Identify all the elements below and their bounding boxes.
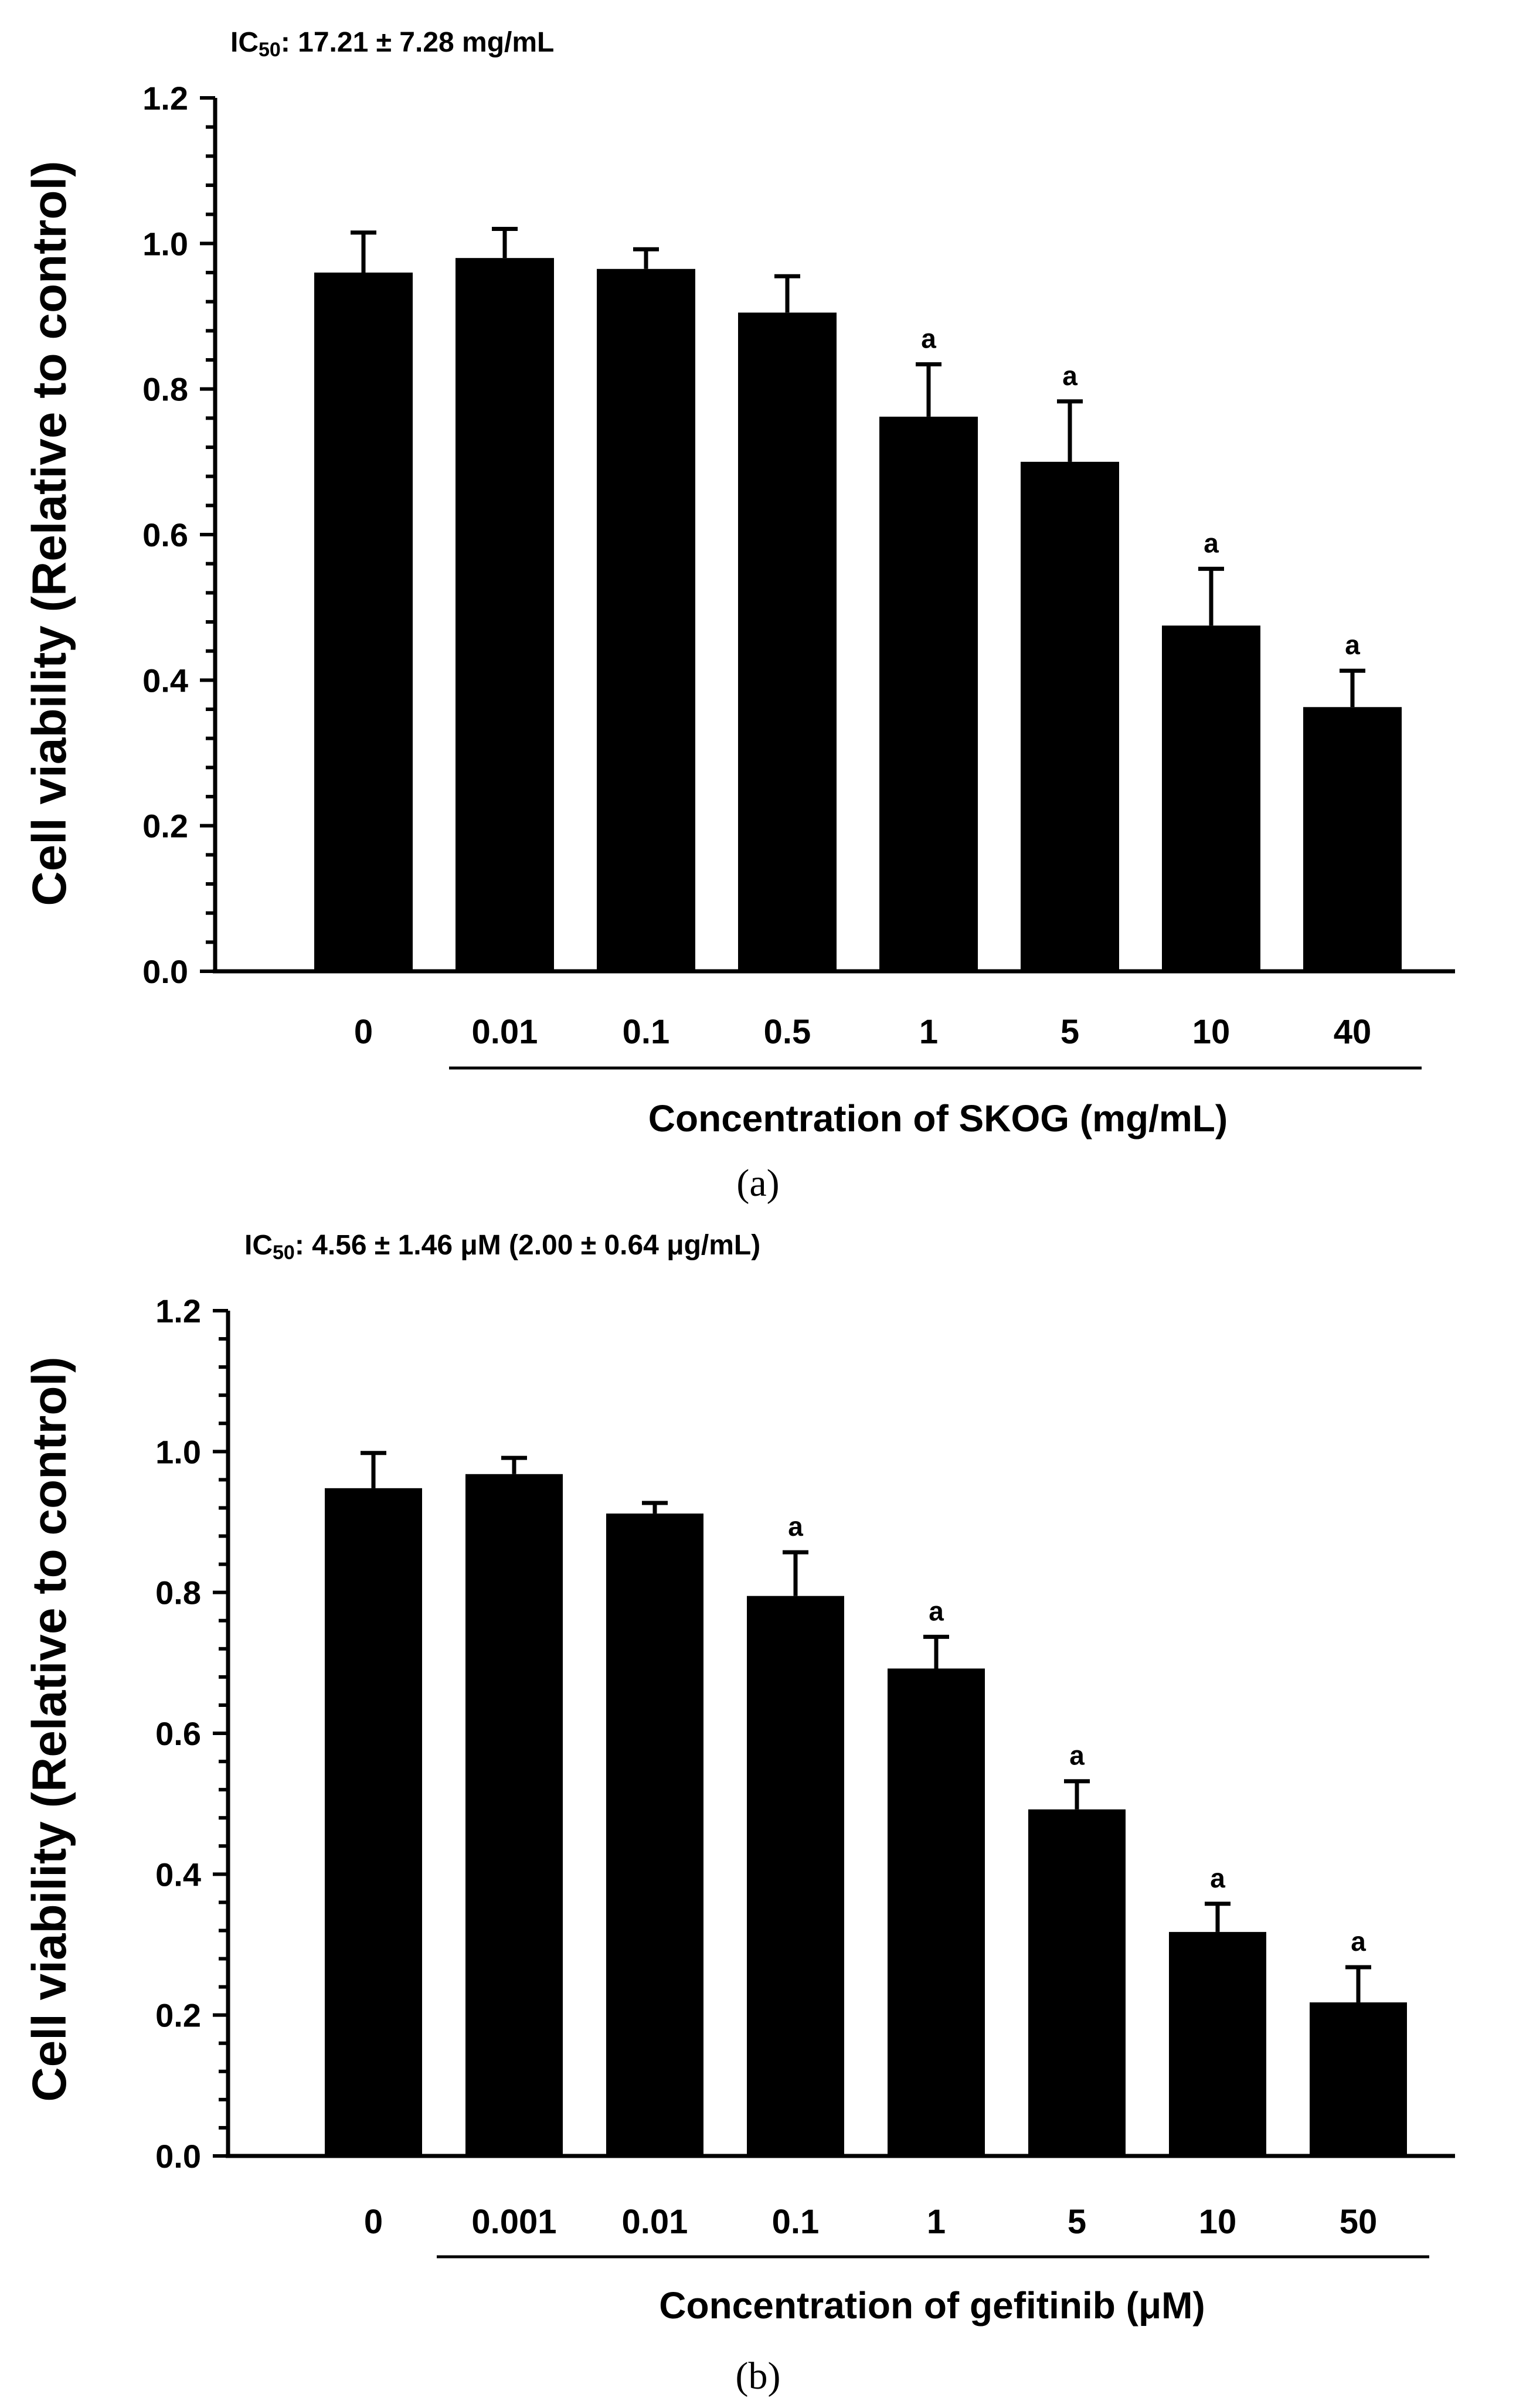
ic50-label: IC <box>230 27 259 58</box>
x-tick-label: 0.01 <box>622 2203 688 2241</box>
x-tick-label: 10 <box>1199 2203 1237 2241</box>
x-tick-label: 1 <box>919 1013 938 1051</box>
x-tick-label: 0.1 <box>772 2203 820 2241</box>
x-tick-label: 0.5 <box>764 1013 811 1051</box>
significance-label: a <box>788 1511 803 1542</box>
x-tick-label: 0 <box>364 2203 383 2241</box>
x-tick-label: 0.1 <box>623 1013 670 1051</box>
x-tick-label: 5 <box>1068 2203 1086 2241</box>
bar <box>1021 461 1119 971</box>
significance-label: a <box>921 323 936 353</box>
bar <box>325 1488 422 2156</box>
bar <box>465 1474 563 2156</box>
significance-label: a <box>1204 528 1219 558</box>
y-tick-label: 0.4 <box>142 662 188 699</box>
bar <box>888 1668 985 2156</box>
y-tick-label: 0.4 <box>155 1856 201 1893</box>
y-tick-label: 0.2 <box>142 808 188 845</box>
significance-label: a <box>1069 1740 1085 1771</box>
y-tick-label: 0.0 <box>142 953 188 990</box>
significance-label: a <box>929 1596 944 1626</box>
bar <box>879 416 978 971</box>
panel-label: (b) <box>736 2355 781 2397</box>
ic50-annotation: IC50: 4.56 ± 1.46 μM (2.00 ± 0.64 μg/mL) <box>244 1230 760 1264</box>
y-tick-label: 0.0 <box>155 2138 201 2175</box>
y-tick-label: 1.2 <box>142 80 188 117</box>
y-tick-label: 0.8 <box>155 1574 201 1611</box>
x-tick-label: 1 <box>927 2203 946 2241</box>
bar <box>747 1596 844 2156</box>
bar <box>1028 1809 1126 2156</box>
significance-label: a <box>1062 360 1077 391</box>
y-tick-label: 0.8 <box>142 371 188 408</box>
y-tick-label: 1.0 <box>155 1433 201 1470</box>
bar <box>1162 625 1260 971</box>
x-tick-label: 5 <box>1060 1013 1079 1051</box>
y-tick-label: 0.2 <box>155 1997 201 2034</box>
x-axis-label: Concentration of SKOG (mg/mL) <box>648 1097 1228 1140</box>
ic50-annotation: IC50: 17.21 ± 7.28 mg/mL <box>230 27 554 61</box>
y-tick-label: 0.6 <box>155 1715 201 1752</box>
significance-label: a <box>1351 1926 1366 1957</box>
bar <box>1169 1931 1266 2156</box>
bar <box>1303 707 1402 971</box>
y-tick-label: 1.0 <box>142 225 188 262</box>
bar <box>597 268 695 972</box>
bar <box>314 273 413 971</box>
y-tick-label: 0.6 <box>142 516 188 553</box>
bar <box>1310 2002 1407 2156</box>
x-axis-label: Concentration of gefitinib (μM) <box>659 2284 1205 2327</box>
x-tick-label: 0 <box>354 1013 373 1051</box>
y-axis-label: Cell viability (Relative to control) <box>23 1356 76 2101</box>
ic50-label: IC <box>244 1230 273 1261</box>
x-tick-label: 40 <box>1334 1013 1372 1051</box>
y-axis-label: Cell viability (Relative to control) <box>23 161 76 906</box>
y-tick-label: 1.2 <box>155 1293 201 1329</box>
x-tick-label: 10 <box>1192 1013 1231 1051</box>
ic50-subscript: 50 <box>259 39 281 61</box>
bar <box>738 312 837 971</box>
significance-label: a <box>1210 1863 1225 1893</box>
x-tick-label: 0.001 <box>471 2203 556 2241</box>
bar <box>456 258 554 972</box>
panel-label: (a) <box>736 1162 779 1205</box>
x-tick-label: 0.01 <box>472 1013 538 1051</box>
ic50-subscript: 50 <box>273 1242 295 1264</box>
bar <box>606 1513 703 2156</box>
x-tick-label: 50 <box>1340 2203 1378 2241</box>
ic50-value: : 4.56 ± 1.46 μM (2.00 ± 0.64 μg/mL) <box>295 1230 760 1261</box>
ic50-value: : 17.21 ± 7.28 mg/mL <box>281 27 555 58</box>
significance-label: a <box>1345 630 1360 660</box>
